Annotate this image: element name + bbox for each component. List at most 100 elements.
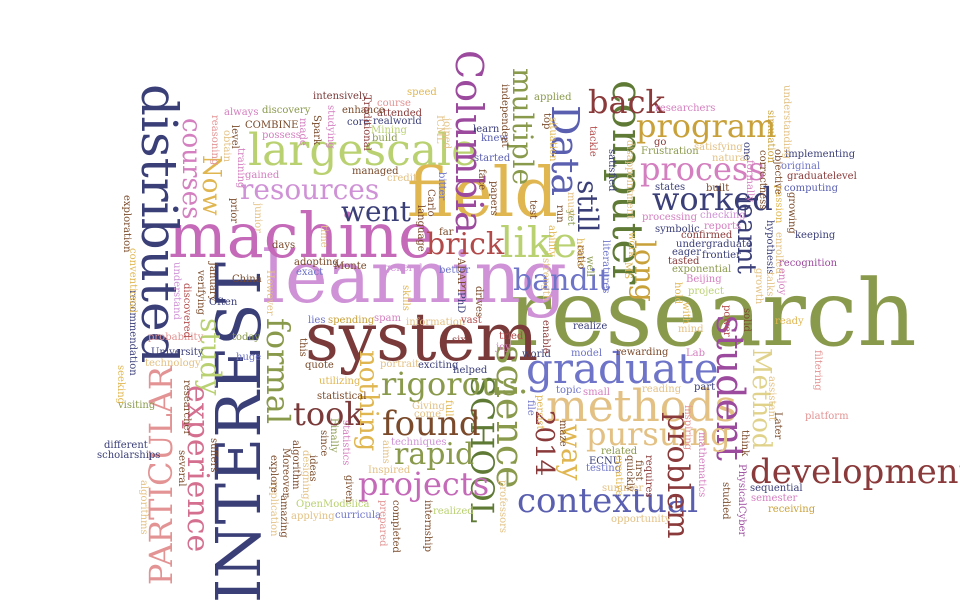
word-long: long <box>628 240 661 302</box>
word-with: with <box>680 302 691 325</box>
word-growing: growing <box>786 192 797 234</box>
word-Monte: Monte <box>334 261 367 272</box>
word-work: work <box>626 232 637 258</box>
word-enable: enable <box>540 320 551 354</box>
word-applying: applying <box>291 511 335 522</box>
word-attended: attended <box>377 108 423 119</box>
word-ability: ability <box>546 225 557 257</box>
word-days: days <box>272 240 296 251</box>
word-graduate: graduate <box>526 344 719 393</box>
word-INTEREST: INTEREST <box>202 262 275 600</box>
word-top: top <box>541 113 552 130</box>
word-Often: Often <box>209 297 238 308</box>
word-time: time <box>318 225 329 248</box>
word-Lab: Lab <box>686 348 706 359</box>
word-ECNU: ECNU <box>589 456 622 467</box>
word-checking: checking <box>700 210 746 221</box>
word-portrait: portrait <box>380 359 420 370</box>
word-yet: yet <box>565 210 576 226</box>
word-found: found <box>382 404 481 444</box>
word-related: related <box>601 446 638 457</box>
word-courses: courses <box>176 118 206 220</box>
word-Finally: Finally <box>328 418 339 453</box>
word-realworld: realworld <box>373 116 422 127</box>
word-ready: ready <box>775 316 804 327</box>
word-completed: completed <box>390 500 401 553</box>
word-talks: talks <box>764 272 775 297</box>
word-learnt: learnt <box>731 195 761 274</box>
word-nothing: nothing <box>353 350 383 452</box>
word-designing: designing <box>300 450 311 500</box>
word-2014: 2014 <box>529 410 559 477</box>
word-better: better <box>439 265 471 276</box>
word-mind: mind <box>678 324 704 335</box>
word-brick: brick <box>426 227 505 262</box>
word-enrolled: enrolled <box>773 232 784 274</box>
word-tried: tried <box>499 331 524 342</box>
word-Moreover: Moreover <box>280 448 291 498</box>
word-computing: computing <box>784 183 839 194</box>
word-sequential: sequential <box>750 483 803 494</box>
word-curricula: curricula <box>335 510 382 521</box>
word-quickly: quickly <box>624 455 635 492</box>
word-rewarding: rewarding <box>616 347 669 358</box>
word-reading: reading <box>642 384 682 395</box>
word-topic: topic <box>556 385 582 396</box>
word-hours: hours <box>574 238 585 267</box>
word-literatures: literatures <box>600 240 611 294</box>
word-still: still <box>571 180 604 233</box>
word-reasoning: reasoning <box>209 115 220 166</box>
word-projects: projects <box>358 465 490 503</box>
word-intensively: intensively <box>313 91 368 102</box>
word-system: system <box>305 299 539 376</box>
word-papers: papers <box>488 181 499 216</box>
word-probability: probability <box>148 332 204 343</box>
word-ADAPT: ADAPT <box>455 258 466 294</box>
word-understanding: understanding <box>781 85 792 159</box>
word-course: course <box>377 98 411 109</box>
word-conventional: conventional <box>127 248 138 313</box>
word-realized: realized <box>433 506 474 517</box>
word-joined: joined <box>441 118 452 150</box>
word-summer: summer <box>602 483 644 494</box>
word-learn: learn <box>473 124 500 135</box>
word-utilizing: utilizing <box>319 376 361 387</box>
word-confirmed: confirmed <box>681 230 733 241</box>
word-processing: processing <box>642 212 698 223</box>
word-tackle: tackle <box>587 126 598 157</box>
word-computer: computer <box>603 80 652 285</box>
word-formally: formally <box>744 160 755 202</box>
word-given: given <box>343 475 354 503</box>
word-PhD: PhD <box>455 292 466 314</box>
word-states: states <box>655 182 686 193</box>
word-run: run <box>554 205 565 223</box>
word-several: several <box>176 450 187 487</box>
word-took: took <box>293 395 364 433</box>
word-correctness: correctness <box>757 150 768 210</box>
word-mathematics: mathematics <box>696 432 707 498</box>
word-pursuing: pursuing <box>586 415 731 453</box>
word-situation: situation <box>547 117 558 162</box>
word-problem: problem <box>660 412 695 539</box>
word-like: like <box>500 218 578 267</box>
word-application: application <box>268 480 279 537</box>
word-build: build <box>372 133 398 144</box>
word-six: six <box>452 335 466 346</box>
word-skills: skills <box>400 285 411 311</box>
word-internship: internship <box>422 500 433 552</box>
word-strength: strength <box>540 258 551 302</box>
word-process: process <box>640 150 765 188</box>
word-statistical: statistical <box>317 391 367 402</box>
word-possess: possess <box>262 130 301 141</box>
word-experience: experience <box>180 385 215 553</box>
word-exploration: exploration <box>121 195 132 253</box>
word-test: test <box>527 200 538 220</box>
word-scholarships: scholarships <box>97 450 161 461</box>
word-knew: knew <box>481 133 508 144</box>
word-core: core <box>347 117 370 128</box>
word-junior: junior <box>252 203 263 233</box>
word-field: field <box>407 154 558 233</box>
word-spam: spam <box>374 313 401 324</box>
word-objective: objective <box>772 149 783 195</box>
word-worked: worked <box>652 180 773 218</box>
